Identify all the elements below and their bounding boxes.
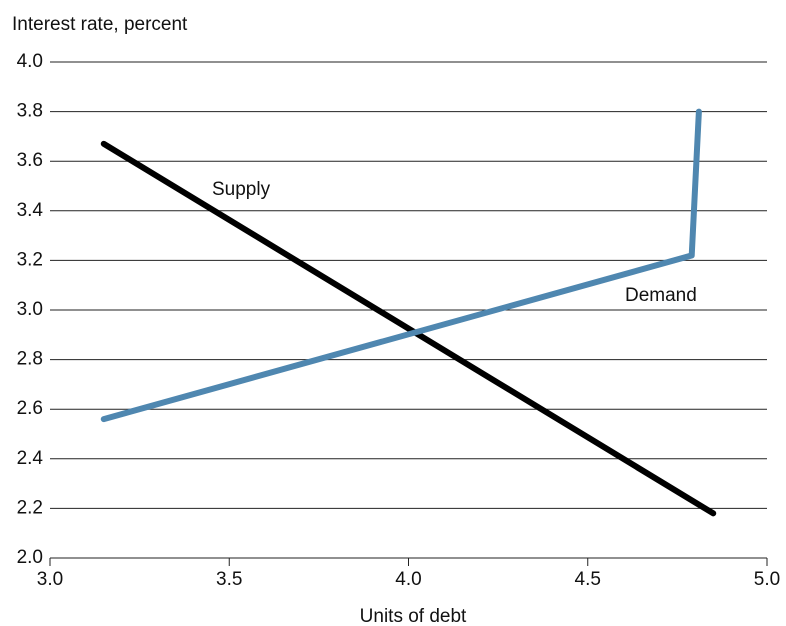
y-axis-title: Interest rate, percent: [12, 14, 188, 35]
x-tick-label: 3.5: [216, 569, 242, 590]
x-axis-title: Units of debt: [360, 606, 467, 626]
y-tick-label: 4.0: [17, 51, 43, 72]
y-tick-label: 3.8: [17, 101, 43, 122]
x-tick-label: 4.0: [395, 569, 421, 590]
line: [100, 140, 717, 517]
line: [100, 108, 702, 423]
x-tick-label: 3.0: [37, 569, 63, 590]
y-tick-label: 3.2: [17, 249, 43, 270]
y-tick-label: 3.6: [17, 150, 43, 171]
y-tick-label: 3.0: [17, 299, 43, 320]
x-tick-label: 5.0: [754, 569, 780, 590]
y-tick-label: 2.2: [17, 497, 43, 518]
x-tick-label: 4.5: [575, 569, 601, 590]
y-tick-label: 2.8: [17, 349, 43, 370]
y-tick-label: 2.6: [17, 398, 43, 419]
y-tick-label: 2.4: [17, 448, 44, 469]
y-tick-label: 2.0: [17, 547, 43, 568]
y-tick-label: 3.4: [17, 200, 44, 221]
series-label: Supply: [212, 179, 271, 200]
series-label: Demand: [625, 285, 697, 306]
